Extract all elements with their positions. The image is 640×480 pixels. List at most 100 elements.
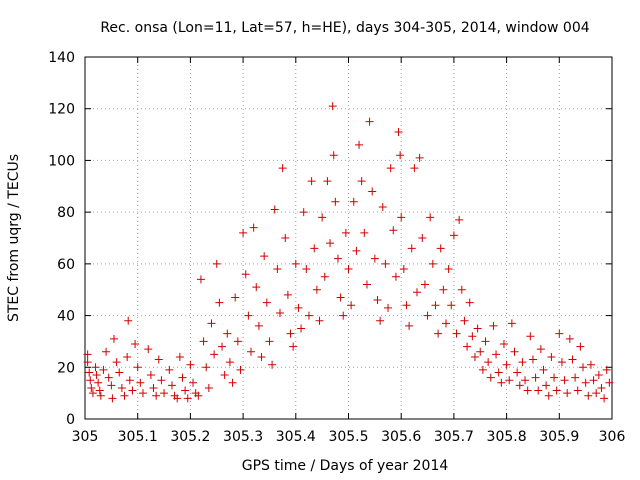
data-point <box>468 332 477 341</box>
data-point <box>521 376 530 385</box>
data-point <box>494 368 503 377</box>
data-point <box>233 337 242 346</box>
data-point <box>602 365 611 374</box>
data-point <box>391 272 400 281</box>
data-point <box>107 381 116 390</box>
data-point <box>87 383 96 392</box>
points-layer <box>83 102 614 403</box>
data-point <box>523 386 532 395</box>
data-point <box>278 164 287 173</box>
data-point <box>270 205 279 214</box>
data-point <box>175 352 184 361</box>
data-point <box>344 265 353 274</box>
data-point <box>315 316 324 325</box>
data-point <box>117 383 126 392</box>
y-tick-label: 120 <box>48 102 75 118</box>
data-point <box>600 394 609 403</box>
data-point <box>144 345 153 354</box>
data-point <box>362 280 371 289</box>
data-point <box>515 381 524 390</box>
data-point <box>244 311 253 320</box>
data-point <box>183 394 192 403</box>
data-point <box>460 316 469 325</box>
data-point <box>360 228 369 237</box>
data-point <box>215 298 224 307</box>
y-tick-label: 100 <box>48 153 75 169</box>
data-point <box>455 215 464 224</box>
data-point <box>365 117 374 126</box>
data-point <box>397 213 406 222</box>
data-point <box>178 373 187 382</box>
data-point <box>352 246 361 255</box>
data-point <box>497 378 506 387</box>
data-point <box>489 321 498 330</box>
x-tick-label: 305.2 <box>170 429 210 445</box>
data-point <box>349 197 358 206</box>
data-point <box>96 391 105 400</box>
data-point <box>265 337 274 346</box>
data-point <box>436 244 445 253</box>
data-point <box>428 259 437 268</box>
data-point <box>95 386 104 395</box>
data-point <box>441 319 450 328</box>
data-point <box>152 391 161 400</box>
data-point <box>99 365 108 374</box>
data-point <box>199 337 208 346</box>
chart-title: Rec. onsa (Lon=11, Lat=57, h=HE), days 3… <box>100 20 589 36</box>
data-point <box>386 164 395 173</box>
data-point <box>239 228 248 237</box>
data-point <box>502 360 511 369</box>
data-point <box>231 293 240 302</box>
x-axis-label: GPS time / Days of year 2014 <box>242 458 449 474</box>
data-point <box>410 164 419 173</box>
data-point <box>573 386 582 395</box>
data-point <box>370 254 379 263</box>
data-point <box>378 202 387 211</box>
data-point <box>571 373 580 382</box>
data-point <box>384 303 393 312</box>
data-point <box>109 334 118 343</box>
data-point <box>86 376 95 385</box>
x-tick-label: 305.5 <box>328 429 368 445</box>
data-point <box>273 265 282 274</box>
data-point <box>423 311 432 320</box>
x-tick-label: 305.9 <box>539 429 579 445</box>
data-point <box>528 355 537 364</box>
data-point <box>146 371 155 380</box>
data-point <box>104 373 113 382</box>
data-point <box>102 347 111 356</box>
data-point <box>405 321 414 330</box>
data-point <box>339 311 348 320</box>
data-point <box>160 389 169 398</box>
data-point <box>204 383 213 392</box>
data-point <box>420 280 429 289</box>
x-tick-label: 305 <box>72 429 99 445</box>
x-tick-label: 306 <box>599 429 626 445</box>
x-tick-label: 305.6 <box>381 429 421 445</box>
data-point <box>336 293 345 302</box>
data-point <box>249 223 258 232</box>
data-point <box>552 386 561 395</box>
grid-layer <box>85 57 612 419</box>
data-point <box>568 355 577 364</box>
data-point <box>357 177 366 186</box>
y-tick-label: 20 <box>57 360 75 376</box>
data-point <box>236 365 245 374</box>
data-point <box>439 285 448 294</box>
data-point <box>473 324 482 333</box>
data-point <box>481 337 490 346</box>
data-point <box>212 259 221 268</box>
data-point <box>252 283 261 292</box>
data-point <box>518 358 527 367</box>
data-point <box>131 340 140 349</box>
data-point <box>592 389 601 398</box>
data-point <box>331 197 340 206</box>
data-point <box>426 213 435 222</box>
data-point <box>565 334 574 343</box>
data-point <box>492 350 501 359</box>
data-point <box>157 376 166 385</box>
data-point <box>576 342 585 351</box>
data-point <box>444 265 453 274</box>
data-point <box>88 389 97 398</box>
